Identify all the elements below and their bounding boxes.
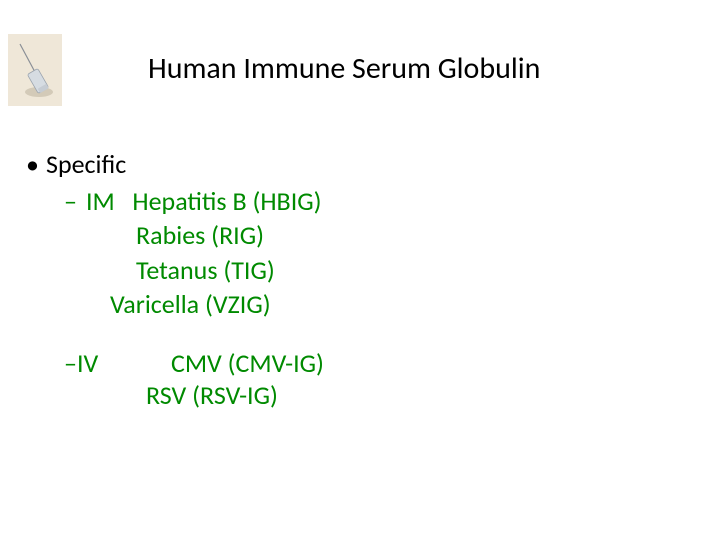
slide-body: •Specific –IM Hepatitis B (HBIG) Rabies …	[26, 148, 324, 412]
slide: Human Immune Serum Globulin •Specific –I…	[0, 0, 720, 540]
dash-icon: –	[64, 347, 77, 380]
dash-icon: –	[64, 185, 86, 218]
im-item-0: Hepatitis B (HBIG)	[132, 185, 321, 217]
bullet-level2-iv: –IV CMV (CMV-IG)	[64, 347, 324, 380]
spacer	[26, 323, 324, 347]
iv-item-0: CMV (CMV-IG)	[171, 347, 324, 380]
im-label: IM	[86, 185, 115, 217]
im-item-1: Rabies (RIG)	[136, 219, 264, 251]
iv-item-line: RSV (RSV-IG)	[146, 379, 324, 412]
im-item-3: Varicella (VZIG)	[110, 288, 271, 320]
bullet-dot-icon: •	[26, 148, 46, 181]
slide-title: Human Immune Serum Globulin	[148, 50, 540, 87]
iv-item-1: RSV (RSV-IG)	[146, 379, 278, 411]
syringe-icon	[8, 34, 62, 106]
lvl1-text: Specific	[46, 148, 126, 180]
iv-label: IV	[77, 347, 98, 379]
bullet-level1: •Specific	[26, 148, 324, 181]
bullet-level2-im: –IM Hepatitis B (HBIG)	[64, 185, 324, 218]
im-item-line: Tetanus (TIG)	[136, 254, 324, 287]
im-item-line: Varicella (VZIG)	[110, 288, 324, 321]
im-item-line: Rabies (RIG)	[136, 219, 324, 252]
im-item-2: Tetanus (TIG)	[136, 254, 275, 286]
